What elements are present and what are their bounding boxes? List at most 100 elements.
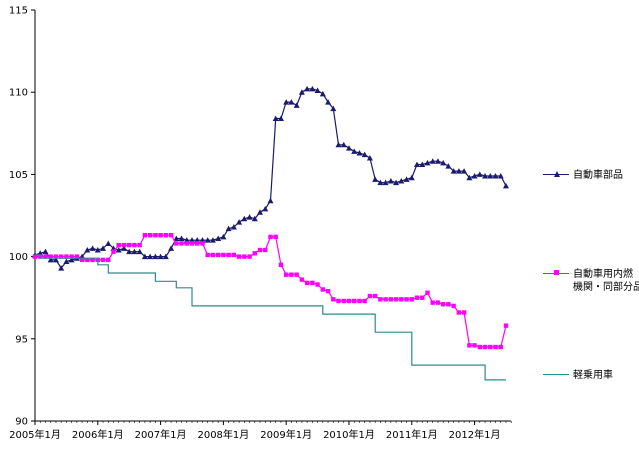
series-1-point [330,105,337,112]
legend-label-series-2: 自動車用内燃 機関・同部分品 [573,268,639,294]
series-2-point [257,247,263,253]
series-1-point [241,215,248,222]
series-1-point [419,161,426,168]
series-1-point [408,174,415,181]
series-1-point [52,256,59,263]
series-2-point [325,288,331,294]
series-2-point [278,262,284,268]
series-2-point [310,280,315,286]
y-tick-label: 100 [9,252,28,263]
series-1-point [68,256,75,263]
y-tick-label: 115 [9,6,28,17]
series-2-point [189,241,195,246]
series-2-point [420,295,425,300]
series-1-point [304,85,311,92]
series-2-point [184,241,189,246]
series-2-point [404,297,409,302]
series-2-point [210,252,216,258]
series-1-point [272,115,279,122]
series-2-point [472,343,477,348]
square-marker-icon [554,270,559,275]
series-1-point [115,247,122,253]
series-2-point [289,272,294,277]
series-1-point [141,253,148,260]
series-2-point [399,297,404,302]
series-2-point [215,252,221,258]
series-2-point [283,272,289,277]
series-1-point [466,174,473,181]
series-1-point [476,171,483,177]
series-1-point [236,219,243,225]
series-1-point [251,215,258,222]
series-2-point [273,234,278,240]
series-1-point [84,247,91,253]
x-tick-label: 2006年1月 [72,428,124,441]
legend-swatch-series-1 [543,169,569,179]
x-tick-label: 2007年1月 [135,428,187,441]
x-tick-label: 2012年1月 [449,428,501,441]
series-1-point [356,150,363,156]
series-1-point [309,85,316,92]
series-1-point [361,151,368,158]
series-1-point [47,256,54,263]
series-2-point [268,234,273,240]
x-tick-label: 2011年1月 [386,428,438,441]
series-1-point [434,158,441,164]
series-1-point [377,179,384,186]
series-1-point [204,237,211,243]
series-2-point [331,297,336,302]
series-1-point [497,173,504,179]
series-2-point [252,251,257,256]
series-1-point [230,224,237,230]
series-2-point [32,254,38,259]
series-1-point [403,176,410,182]
series-2-point [304,280,310,286]
series-1-point [162,253,169,260]
y-tick-label: 90 [15,417,28,428]
series-2-point [414,295,420,300]
series-1-point [100,245,107,251]
x-tick-label: 2005年1月 [9,428,61,441]
series-1-point [293,102,300,108]
series-2-point [247,254,252,259]
series-1-point [393,179,400,186]
series-1-point [147,253,154,260]
series-2 [32,233,509,350]
y-tick-label: 110 [9,88,28,99]
series-1-point [58,265,65,271]
series-2-point [231,252,237,258]
series-2-point [126,242,132,248]
series-2-point [393,297,399,302]
series-2-point [79,257,85,263]
series-2-point [174,241,179,246]
series-2-point [158,233,163,238]
series-2-point [64,254,69,259]
series-2-point [498,344,503,350]
series-2-point [341,298,346,304]
series-1-point [257,209,264,215]
series-1-point [382,179,389,186]
series-2-point [294,272,299,277]
series-2-point [205,252,210,258]
series-2-point [100,257,106,263]
series-3 [35,254,506,381]
series-2-point [69,254,74,259]
series-2-point [142,233,148,238]
series-2-point [467,343,472,348]
series-1-point [215,235,222,242]
series-1-point [283,99,290,105]
series-1-point [152,253,159,260]
series-2-point [461,310,467,315]
series-2-point [435,300,441,305]
series-1-point [450,168,457,174]
series-1-point [429,158,436,164]
series-1-point [277,115,284,122]
series-2-point [451,303,456,309]
series-2-point [351,298,357,304]
series-1-point [209,237,216,243]
legend-label-series-2-line-1: 自動車用内燃 [573,269,633,280]
x-tick-label: 2010年1月 [323,428,375,441]
legend-swatch-series-2 [543,268,569,278]
series-2-point [132,242,137,248]
